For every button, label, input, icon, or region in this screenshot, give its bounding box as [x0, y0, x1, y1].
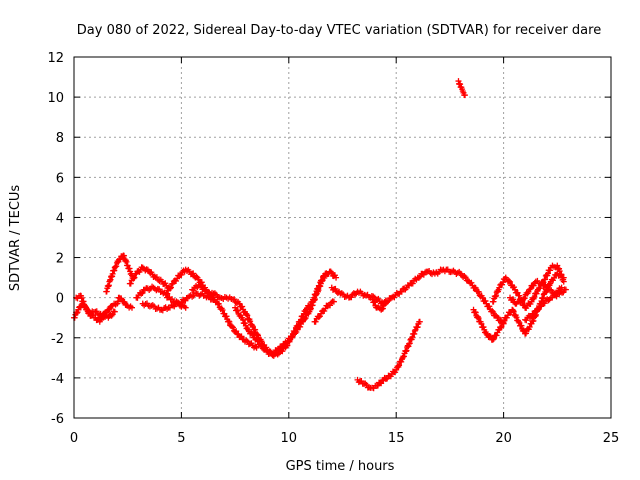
- series-track-15: [455, 78, 467, 98]
- y-axis-label: SDTVAR / TECUs: [8, 185, 23, 292]
- y-tick-label: 0: [56, 292, 64, 307]
- y-tick-label: -2: [51, 332, 64, 347]
- data-point: [189, 294, 195, 300]
- data-point: [313, 319, 319, 325]
- series-track-14: [355, 319, 423, 391]
- y-tick-label: 8: [56, 131, 64, 146]
- y-tick-label: -4: [51, 372, 64, 387]
- grid: [74, 57, 611, 418]
- plot-frame: [74, 57, 611, 418]
- data-points: [71, 78, 569, 391]
- y-tick-label: -6: [51, 412, 64, 427]
- y-tick-label: 12: [47, 51, 64, 66]
- series-track-17: [490, 263, 567, 311]
- chart-title: Day 080 of 2022, Sidereal Day-to-day VTE…: [77, 23, 601, 38]
- y-tick-label: 10: [47, 91, 64, 106]
- y-tick-label: 4: [56, 211, 64, 226]
- x-tick-label: 5: [177, 431, 185, 446]
- x-axis-label: GPS time / hours: [286, 459, 395, 474]
- x-tick-label: 0: [70, 431, 78, 446]
- series-track-3: [103, 253, 135, 295]
- data-point: [150, 302, 156, 308]
- y-tick-label: 2: [56, 252, 64, 267]
- y-tick-label: 6: [56, 171, 64, 186]
- chart: Day 080 of 2022, Sidereal Day-to-day VTE…: [0, 0, 640, 480]
- tick-labels: 0 5 10 15 20 25 -6 -4 -2 0 2 4 6 8 10 12: [47, 51, 619, 446]
- x-tick-label: 10: [281, 431, 298, 446]
- x-tick-label: 20: [495, 431, 512, 446]
- axis-ticks: [74, 57, 611, 418]
- x-tick-label: 15: [388, 431, 405, 446]
- data-point: [128, 281, 134, 287]
- x-tick-label: 25: [603, 431, 620, 446]
- data-point: [128, 303, 134, 309]
